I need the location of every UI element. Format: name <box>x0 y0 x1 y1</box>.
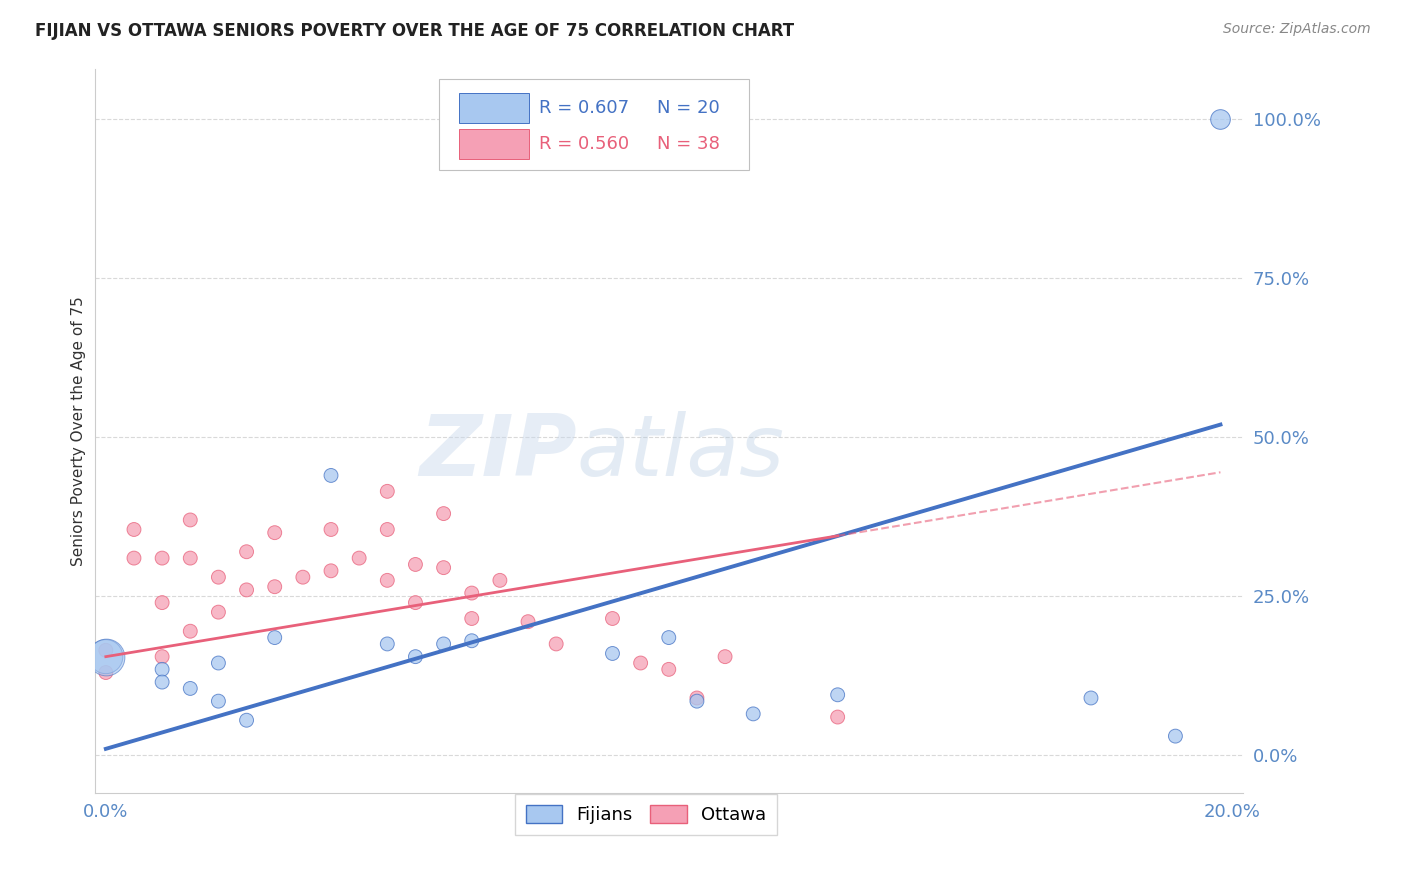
Point <box>179 624 201 639</box>
Point <box>150 649 173 664</box>
Point <box>319 468 342 483</box>
Point <box>1080 690 1102 705</box>
Point <box>347 551 370 566</box>
Point <box>150 675 173 690</box>
Point <box>658 662 681 676</box>
Point <box>433 507 456 521</box>
Text: Source: ZipAtlas.com: Source: ZipAtlas.com <box>1223 22 1371 37</box>
Point <box>179 681 201 696</box>
Y-axis label: Seniors Poverty Over the Age of 75: Seniors Poverty Over the Age of 75 <box>72 296 86 566</box>
Point <box>319 564 342 578</box>
Point <box>375 637 398 651</box>
Point <box>94 643 117 657</box>
Point <box>235 582 257 597</box>
Point <box>207 605 229 619</box>
Text: N = 20: N = 20 <box>657 99 720 117</box>
Point <box>433 560 456 574</box>
Text: ZIP: ZIP <box>419 411 576 494</box>
Point <box>179 551 201 566</box>
Point <box>404 649 426 664</box>
Point <box>433 637 456 651</box>
Legend: Fijians, Ottawa: Fijians, Ottawa <box>515 794 778 835</box>
Point <box>94 649 117 664</box>
Text: R = 0.560: R = 0.560 <box>538 135 628 153</box>
Point <box>207 694 229 708</box>
FancyBboxPatch shape <box>439 79 749 170</box>
Point <box>461 586 484 600</box>
Point <box>375 523 398 537</box>
Point <box>94 665 117 680</box>
Point <box>291 570 314 584</box>
Point <box>319 523 342 537</box>
Point <box>1164 729 1187 743</box>
Point <box>263 580 285 594</box>
Point <box>150 596 173 610</box>
Point <box>263 525 285 540</box>
Point <box>489 574 512 588</box>
Point <box>461 633 484 648</box>
Point <box>517 615 540 629</box>
Point <box>714 649 737 664</box>
Point <box>235 545 257 559</box>
Point <box>150 662 173 676</box>
Point <box>602 647 624 661</box>
Point <box>546 637 568 651</box>
Point <box>827 710 849 724</box>
Point <box>658 631 681 645</box>
Point <box>375 574 398 588</box>
Point <box>207 570 229 584</box>
Point <box>263 631 285 645</box>
Point <box>235 713 257 727</box>
Point <box>150 551 173 566</box>
Point <box>630 656 652 670</box>
Point <box>602 611 624 625</box>
FancyBboxPatch shape <box>458 129 529 159</box>
Text: N = 38: N = 38 <box>657 135 720 153</box>
Point <box>122 523 145 537</box>
Point <box>686 690 709 705</box>
Point <box>742 706 765 721</box>
Point <box>404 558 426 572</box>
Point <box>375 484 398 499</box>
Point <box>404 596 426 610</box>
Point <box>461 611 484 625</box>
Point <box>179 513 201 527</box>
Point <box>94 649 117 664</box>
Text: R = 0.607: R = 0.607 <box>538 99 628 117</box>
Point <box>1209 112 1232 127</box>
Point <box>122 551 145 566</box>
Point <box>207 656 229 670</box>
FancyBboxPatch shape <box>458 93 529 123</box>
Point <box>686 694 709 708</box>
Point <box>827 688 849 702</box>
Text: atlas: atlas <box>576 411 785 494</box>
Text: FIJIAN VS OTTAWA SENIORS POVERTY OVER THE AGE OF 75 CORRELATION CHART: FIJIAN VS OTTAWA SENIORS POVERTY OVER TH… <box>35 22 794 40</box>
